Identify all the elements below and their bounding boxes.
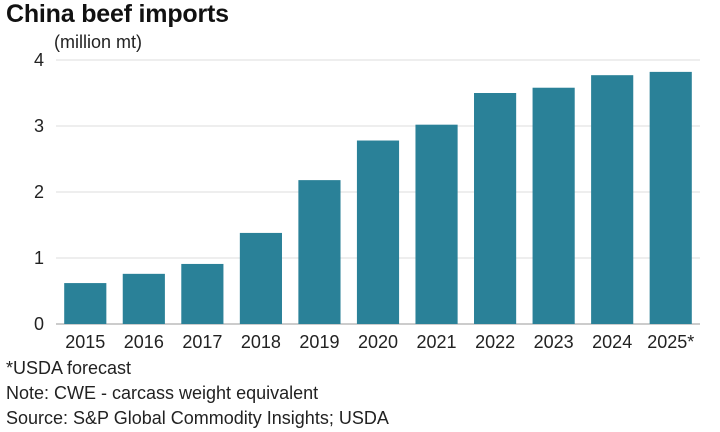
bar	[532, 87, 575, 324]
x-axis-ticks: 2015 2016 2017 2018 2019 2020 2021 2022 2023 2024…	[65, 332, 694, 352]
x-tick-label: 2018	[241, 332, 281, 352]
x-tick-label: 2020	[358, 332, 398, 352]
footnotes: *USDA forecast Note: CWE - carcass weigh…	[6, 356, 389, 431]
y-axis-unit-label: (million mt)	[54, 32, 142, 52]
y-tick-label: 2	[34, 182, 44, 202]
y-axis-ticks: 0 1 2 3 4	[34, 50, 44, 334]
bar	[415, 124, 458, 325]
x-tick-label: 2019	[299, 332, 339, 352]
x-tick-label: 2015	[65, 332, 105, 352]
bar	[181, 263, 224, 324]
y-tick-label: 1	[34, 248, 44, 268]
bar	[474, 93, 517, 324]
y-tick-label: 3	[34, 116, 44, 136]
x-tick-label: 2016	[124, 332, 164, 352]
forecast-footnote: *USDA forecast	[6, 358, 132, 378]
x-tick-label: 2023	[534, 332, 574, 352]
x-tick-label: 2024	[592, 332, 632, 352]
bar	[239, 232, 282, 324]
x-tick-label: 2022	[475, 332, 515, 352]
note-footnote: Note: CWE - carcass weight equivalent	[6, 383, 319, 403]
chart-title: China beef imports	[6, 0, 229, 28]
bar	[356, 140, 400, 324]
bar	[122, 273, 165, 324]
bar	[298, 180, 341, 324]
source-footnote: Source: S&P Global Commodity Insights; U…	[6, 408, 389, 428]
x-tick-label: 2025*	[647, 332, 694, 352]
bar	[64, 283, 107, 324]
y-tick-label: 0	[34, 314, 44, 334]
y-tick-label: 4	[34, 50, 44, 70]
x-tick-label: 2021	[417, 332, 457, 352]
bar	[591, 75, 634, 325]
bar	[649, 71, 692, 324]
bars	[64, 71, 692, 325]
x-tick-label: 2017	[182, 332, 222, 352]
